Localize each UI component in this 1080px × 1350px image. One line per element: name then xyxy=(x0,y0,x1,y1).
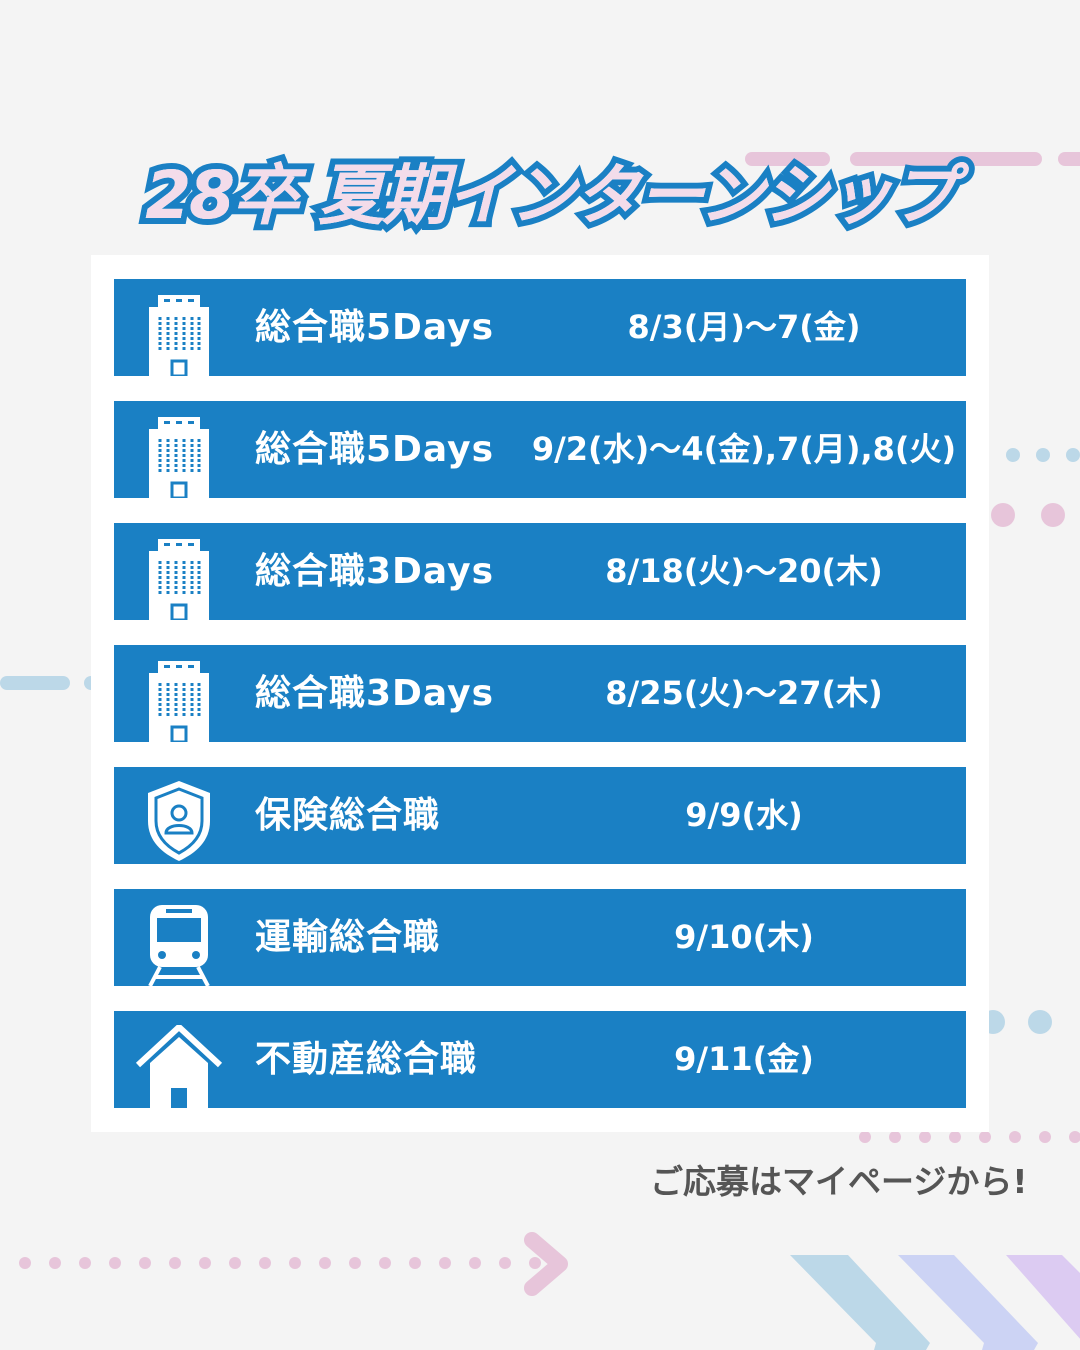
decor-dot xyxy=(529,1257,541,1269)
decor-dot xyxy=(319,1257,331,1269)
decor-dot xyxy=(859,1131,871,1143)
building-icon xyxy=(136,293,222,378)
decor-dot xyxy=(1041,503,1065,527)
decor-dot xyxy=(229,1257,241,1269)
schedule-row: 保険総合職 9/9(水) xyxy=(114,767,966,864)
schedule-card: 総合職5Days 8/3(月)〜7(金) 総合職5Days 9/2(水)〜4(金… xyxy=(91,255,989,1132)
decor-dot xyxy=(1069,1131,1080,1143)
course-date: 8/25(火)〜27(木) xyxy=(605,674,883,712)
decor-dot xyxy=(469,1257,481,1269)
building-icon xyxy=(136,659,222,744)
decor-dot xyxy=(1036,448,1050,462)
course-date: 9/10(木) xyxy=(674,918,814,956)
decor-dot xyxy=(379,1257,391,1269)
decor-pill xyxy=(745,152,830,166)
decor-dot xyxy=(199,1257,211,1269)
course-name: 総合職3Days xyxy=(255,551,495,592)
schedule-row: 総合職5Days 8/3(月)〜7(金) xyxy=(114,279,966,378)
decor-pill xyxy=(1058,152,1080,166)
course-name: 運輸総合職 xyxy=(255,917,441,958)
decor-dot xyxy=(979,1131,991,1143)
shield-user-icon xyxy=(136,781,222,864)
decor-dot xyxy=(1028,1010,1052,1034)
decor-dot xyxy=(49,1257,61,1269)
decor-dot xyxy=(499,1257,511,1269)
schedule-row: 総合職5Days 9/2(水)〜4(金),7(月),8(火) xyxy=(114,401,966,500)
arrow-chevron-decor xyxy=(524,1232,568,1296)
decor-dot xyxy=(349,1257,361,1269)
decor-pill xyxy=(0,676,70,690)
building-icon xyxy=(136,415,222,500)
decor-dot xyxy=(1066,448,1080,462)
course-name: 保険総合職 xyxy=(255,795,441,836)
course-date: 8/3(月)〜7(金) xyxy=(627,308,861,346)
title-year: 28卒 xyxy=(139,151,305,240)
building-icon xyxy=(136,537,222,622)
decor-dot xyxy=(439,1257,451,1269)
decor-dot xyxy=(139,1257,151,1269)
course-date: 9/11(金) xyxy=(674,1040,814,1078)
decor-dot xyxy=(1006,448,1020,462)
decor-dot xyxy=(1009,1131,1021,1143)
decor-dot xyxy=(289,1257,301,1269)
decor-dot xyxy=(109,1257,121,1269)
course-name: 総合職5Days xyxy=(255,429,495,470)
course-date: 9/9(水) xyxy=(685,796,803,834)
decor-dot xyxy=(919,1131,931,1143)
decor-dot xyxy=(949,1131,961,1143)
page-title: 28卒 夏期インターンシップ xyxy=(110,142,990,240)
decor-dot xyxy=(889,1131,901,1143)
schedule-row: 総合職3Days 8/18(火)〜20(木) xyxy=(114,523,966,622)
decor-dot xyxy=(19,1257,31,1269)
course-date: 8/18(火)〜20(木) xyxy=(605,552,883,590)
schedule-row: 不動産総合職 9/11(金) xyxy=(114,1011,966,1108)
course-name: 不動産総合職 xyxy=(255,1039,478,1080)
large-chevrons-decor xyxy=(790,1255,1080,1350)
course-date: 9/2(水)〜4(金),7(月),8(火) xyxy=(531,430,957,468)
decor-dot xyxy=(991,503,1015,527)
schedule-row: 運輸総合職 9/10(木) xyxy=(114,889,966,987)
schedule-row: 総合職3Days 8/25(火)〜27(木) xyxy=(114,645,966,744)
course-name: 総合職5Days xyxy=(255,307,495,348)
decor-dot xyxy=(409,1257,421,1269)
course-name: 総合職3Days xyxy=(255,673,495,714)
train-icon xyxy=(136,903,222,987)
decor-dot xyxy=(259,1257,271,1269)
decor-dot xyxy=(1039,1131,1051,1143)
title-main: 夏期インターンシップ xyxy=(312,151,963,240)
decor-dot xyxy=(79,1257,91,1269)
decor-pill xyxy=(850,152,1042,166)
footer-cta: ご応募はマイページから! xyxy=(650,1162,1028,1201)
house-icon xyxy=(135,1022,223,1108)
decor-dot xyxy=(169,1257,181,1269)
